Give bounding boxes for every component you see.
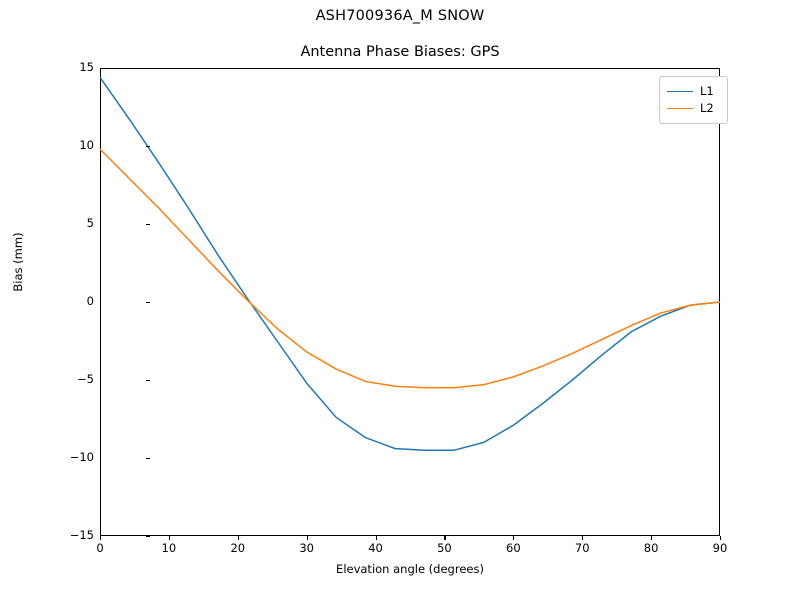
x-tick-mark (168, 536, 170, 540)
series-line-l2 (100, 148, 720, 389)
y-tick-mark (146, 458, 150, 460)
x-tick-mark (100, 536, 102, 540)
legend-label: L2 (700, 100, 714, 115)
y-tick-label: 15 (79, 60, 94, 74)
legend-item[interactable]: L2 (667, 100, 719, 117)
y-tick-label: −5 (77, 372, 94, 386)
y-axis-label: Bias (mm) (11, 232, 25, 292)
x-tick-mark (306, 536, 308, 540)
x-tick-label: 40 (368, 541, 383, 555)
y-tick-label: 0 (86, 294, 94, 308)
x-tick-mark (720, 536, 722, 540)
x-tick-mark (375, 536, 377, 540)
x-tick-label: 50 (437, 541, 452, 555)
axes-title: Antenna Phase Biases: GPS (300, 44, 500, 60)
y-tick-mark (146, 380, 150, 382)
x-tick-mark (444, 536, 446, 540)
x-tick-mark (582, 536, 584, 540)
x-tick-label: 20 (230, 541, 246, 555)
y-tick-mark (146, 302, 150, 304)
legend-item[interactable]: L1 (667, 83, 719, 100)
x-tick-mark (513, 536, 515, 540)
x-tick-label: 10 (161, 541, 177, 555)
y-axis-ticks: 15 10 5 0 −5 −10 −15 (50, 0, 150, 600)
y-tick-label: 10 (79, 138, 94, 152)
figure-suptitle: ASH700936A_M SNOW (315, 8, 485, 24)
x-tick-label: 0 (96, 541, 104, 555)
series-line-l1 (100, 76, 720, 451)
plot-area (100, 76, 720, 451)
legend-color-swatch (667, 107, 693, 110)
y-tick-label: 5 (86, 216, 94, 230)
x-tick-label: 90 (712, 541, 728, 555)
legend: L1 L2 (659, 76, 728, 124)
x-tick-label: 30 (299, 541, 314, 555)
x-tick-label: 60 (506, 541, 521, 555)
x-tick-label: 70 (574, 541, 590, 555)
y-tick-mark (146, 146, 150, 148)
x-tick-label: 80 (643, 541, 659, 555)
y-tick-mark (146, 224, 150, 226)
y-tick-mark (146, 536, 150, 538)
x-tick-mark (237, 536, 239, 540)
y-tick-label: −15 (69, 528, 94, 542)
legend-color-swatch (667, 90, 693, 93)
x-axis-label: Elevation angle (degrees) (336, 562, 484, 576)
y-tick-label: −10 (69, 450, 94, 464)
legend-label: L1 (700, 83, 714, 98)
y-tick-mark (146, 68, 150, 70)
x-tick-mark (651, 536, 653, 540)
